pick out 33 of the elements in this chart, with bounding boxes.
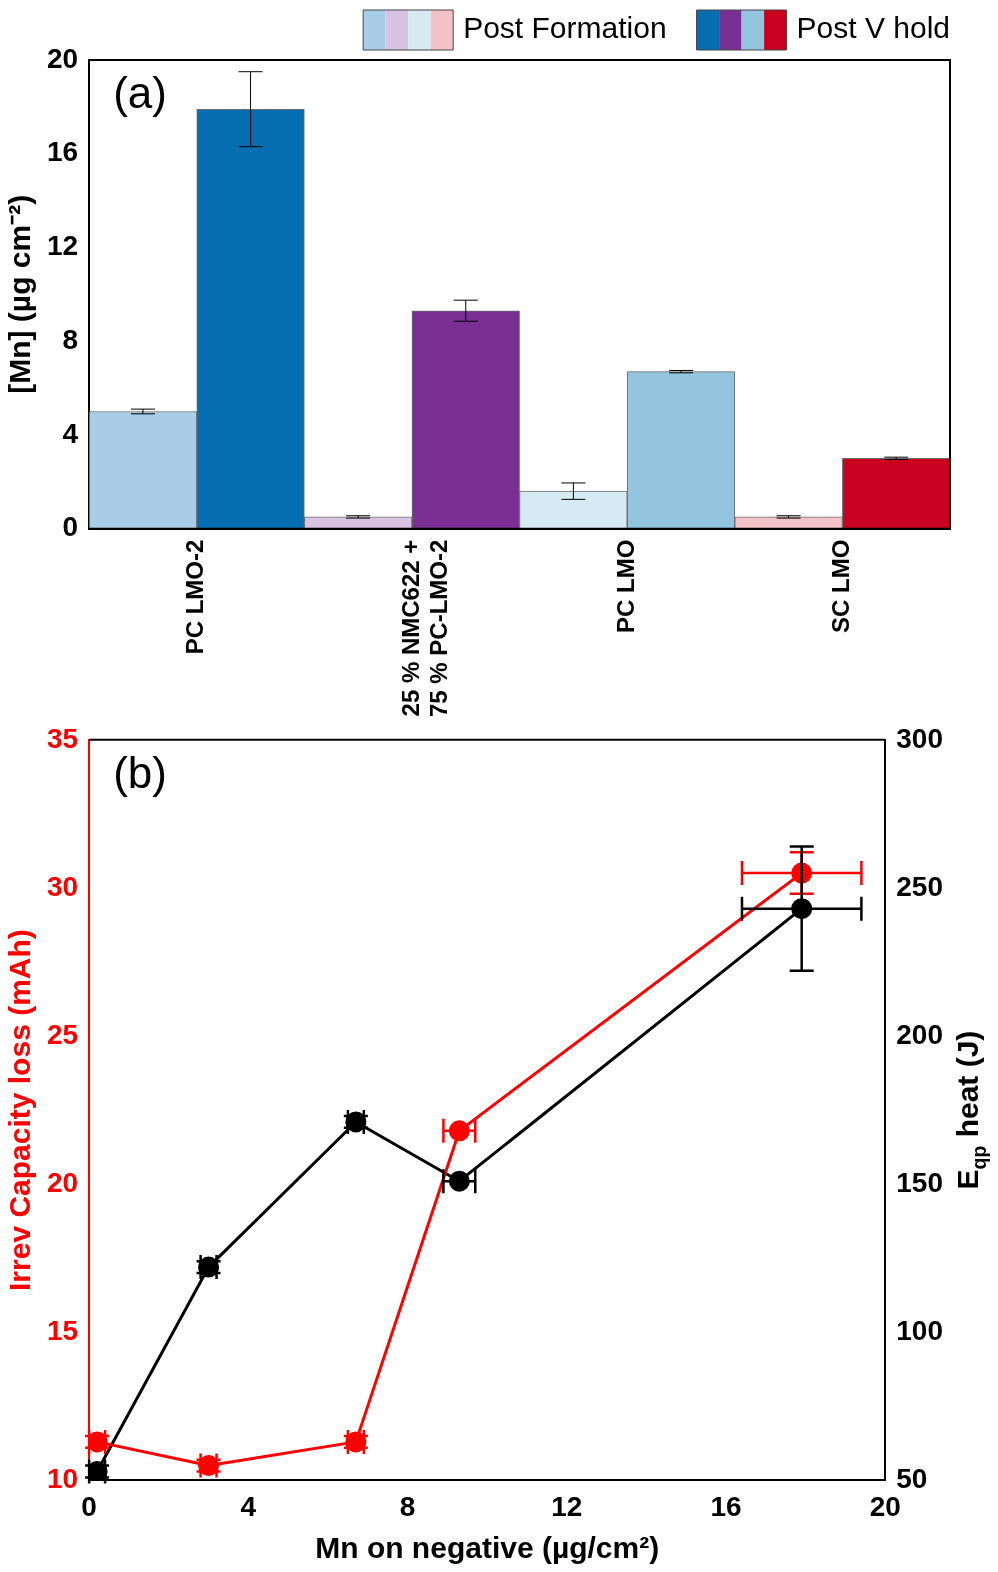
y-axis-title: [Mn] (µg cm⁻²) <box>3 194 37 394</box>
x-tick-label: 16 <box>710 1490 742 1522</box>
x-tick-label: 8 <box>399 1490 416 1522</box>
legend-label: Post V hold <box>796 11 951 45</box>
annotation: (a) <box>113 68 167 118</box>
y2-tick-label: 250 <box>896 870 943 902</box>
legend-label: Post Formation <box>463 11 667 45</box>
y2-tick-label: 150 <box>896 1166 943 1198</box>
y2-tick-label: 200 <box>896 1018 943 1050</box>
annotation: (b) <box>113 747 167 797</box>
y-tick-label: 20 <box>46 42 79 74</box>
y2-tick-label: 100 <box>896 1315 943 1346</box>
y-tick-label: 20 <box>46 1166 79 1198</box>
y-tick-label: 35 <box>46 722 79 754</box>
y-tick-label: 30 <box>46 870 79 902</box>
x-tick-label: 12 <box>551 1490 583 1522</box>
x-tick-label: PC LMO-2 <box>181 539 209 655</box>
x-tick-label: 4 <box>240 1490 257 1522</box>
y-tick-label: 25 <box>46 1018 79 1050</box>
y-tick-label: 0 <box>62 511 79 543</box>
y-tick-label: 8 <box>62 323 79 355</box>
y2-tick-label: 300 <box>896 722 943 754</box>
y-tick-label: 15 <box>46 1315 79 1346</box>
x-tick-label: PC LMO <box>611 539 639 633</box>
y-tick-label: 4 <box>62 417 79 449</box>
y-tick-label: 16 <box>46 136 79 168</box>
y-axis-title: Irrev Capacity loss (mAh) <box>3 929 37 1291</box>
y-tick-label: 12 <box>46 230 79 262</box>
y-tick-label: 10 <box>46 1463 79 1495</box>
x-tick-label: SC LMO <box>827 539 855 633</box>
y2-axis-title: Eqp heat (J) <box>951 1030 990 1190</box>
x-tick-label: 25 % NMC622 + 75 % PC-LMO-2 <box>396 539 453 718</box>
x-axis-title: Mn on negative (µg/cm²) <box>315 1531 660 1565</box>
